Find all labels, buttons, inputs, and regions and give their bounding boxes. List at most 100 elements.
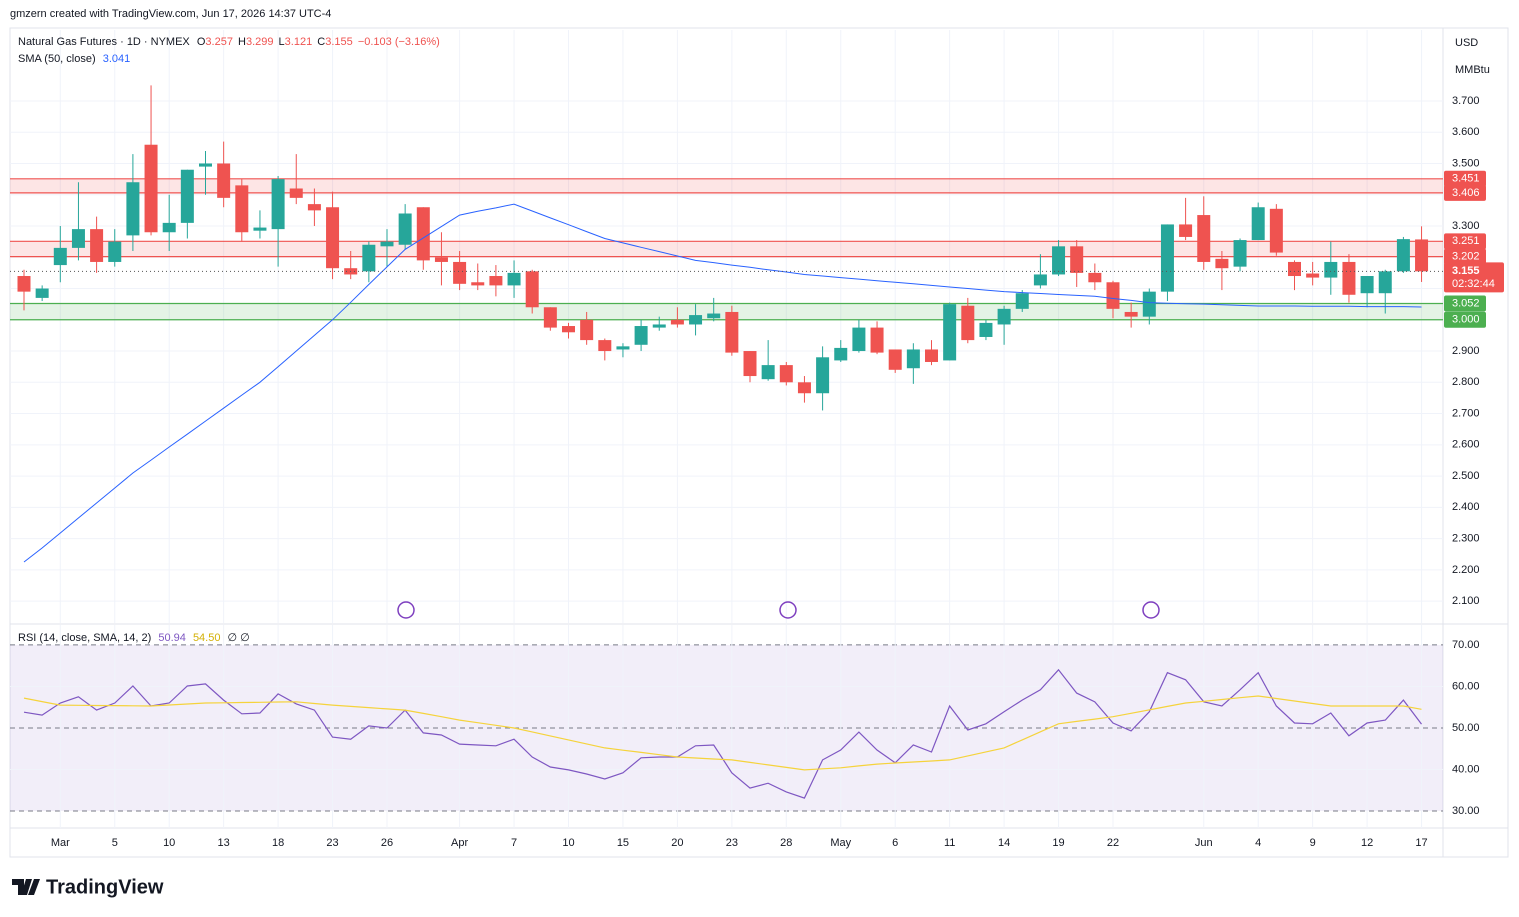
- logo-icon: [12, 879, 40, 895]
- zone-label: 3.406: [1452, 187, 1480, 199]
- sma-value: 3.041: [103, 53, 131, 65]
- candle-body: [434, 257, 448, 262]
- candle-body: [543, 307, 557, 328]
- candle-body: [307, 204, 321, 211]
- candle-body: [961, 305, 975, 341]
- candle-body: [1415, 239, 1429, 272]
- candle-body: [1052, 246, 1066, 275]
- candle-body: [1378, 271, 1392, 294]
- candle-body: [852, 327, 866, 352]
- legend-h: H: [238, 36, 246, 48]
- plot-layer: 2.100 2.200 2.300 2.400 2.500 2.600 2.700 2.800…: [10, 30, 1504, 849]
- legend-close: 3.155: [325, 36, 353, 48]
- y-tick-label: 30.00: [1452, 805, 1480, 817]
- y-tick-label: 40.00: [1452, 763, 1480, 775]
- candle-body: [1179, 224, 1193, 237]
- candle-body: [1106, 282, 1120, 309]
- candle-body: [398, 213, 412, 245]
- candle-body: [1197, 215, 1211, 262]
- x-tick-label: 18: [272, 837, 284, 849]
- candle-body: [271, 179, 285, 230]
- y-tick-label: 3.600: [1452, 126, 1480, 138]
- y-tick-label: 50.00: [1452, 722, 1480, 734]
- candle-body: [761, 365, 775, 380]
- zone-label-bg: [1444, 184, 1486, 201]
- candle-body: [71, 229, 85, 248]
- candle-body: [489, 276, 503, 286]
- candle-body: [17, 276, 31, 292]
- x-tick-label: 20: [671, 837, 683, 849]
- y-tick-label: 2.100: [1452, 595, 1480, 607]
- price-label-bg: [1444, 262, 1504, 293]
- zone-label-bg: [1444, 233, 1486, 250]
- candle-body: [888, 349, 902, 370]
- candle-body: [217, 163, 231, 198]
- x-tick-label: 10: [163, 837, 175, 849]
- price-legend: Natural Gas Futures · 1D · NYMEX O3.257 …: [18, 36, 440, 48]
- candle-body: [35, 288, 49, 298]
- candle-body: [1288, 261, 1301, 277]
- sma-line: [23, 203, 1422, 563]
- candle-body: [144, 144, 158, 233]
- candle-body: [997, 308, 1011, 325]
- candle-body: [743, 351, 757, 377]
- candle-body: [90, 229, 104, 262]
- x-tick-label: 11: [944, 837, 955, 849]
- x-tick-label: 26: [381, 837, 393, 849]
- rsi-line: [23, 695, 1422, 771]
- legend-high: 3.299: [246, 36, 274, 48]
- candle-body: [870, 327, 884, 353]
- logo-text: TradingView: [46, 876, 164, 898]
- event-marker: [397, 601, 415, 619]
- x-tick-label: 23: [726, 837, 738, 849]
- candle-body: [380, 241, 394, 247]
- x-tick-label: 7: [511, 837, 517, 849]
- candle-body: [162, 222, 176, 233]
- candle-body: [906, 349, 920, 369]
- x-tick-label: 23: [326, 837, 338, 849]
- zone-label: 3.451: [1452, 173, 1480, 185]
- x-tick-label: Mar: [51, 837, 70, 849]
- candle-body: [525, 271, 539, 308]
- event-marker: [779, 601, 797, 619]
- x-tick-label: 9: [1310, 837, 1316, 849]
- event-markers: [397, 601, 1160, 619]
- x-tick-label: Jun: [1195, 837, 1213, 849]
- countdown: 02:32:44: [1452, 278, 1495, 290]
- candle-body: [1396, 239, 1410, 272]
- candle-body: [289, 188, 303, 198]
- candle-body: [616, 346, 630, 350]
- rsi-title: RSI (14, close, SMA, 14, 2): [18, 632, 151, 644]
- candle-body: [53, 247, 67, 266]
- candle-body: [1269, 208, 1283, 253]
- candle-body: [1088, 272, 1102, 283]
- x-tick-label: 6: [892, 837, 898, 849]
- candle-body: [1015, 293, 1029, 309]
- x-tick-label: 22: [1107, 837, 1119, 849]
- candle-body: [1342, 261, 1356, 295]
- rsi-sma-value: 54.50: [193, 632, 221, 644]
- x-tick-label: May: [830, 837, 851, 849]
- candle-body: [779, 365, 793, 383]
- candle-body: [1215, 258, 1229, 269]
- candle-body: [725, 311, 739, 353]
- legend-change: −0.103 (−3.16%): [358, 36, 440, 48]
- y-tick-label: 2.700: [1452, 407, 1480, 419]
- y-tick-label: 3.300: [1452, 220, 1480, 232]
- candle-body: [816, 357, 830, 394]
- x-tick-label: 12: [1361, 837, 1373, 849]
- candle-body: [235, 185, 249, 233]
- candle-body: [979, 322, 993, 337]
- zone: [10, 241, 1443, 257]
- candle-body: [126, 182, 140, 236]
- candle-body: [1360, 276, 1374, 294]
- candle-body: [1124, 311, 1138, 317]
- zone-label: 3.000: [1452, 314, 1480, 326]
- candle-body: [925, 349, 938, 362]
- x-tick-label: 28: [780, 837, 792, 849]
- y-tick-label: 2.900: [1452, 345, 1480, 357]
- candle-body: [416, 207, 430, 261]
- candle-body: [180, 169, 194, 223]
- candle-body: [1160, 224, 1174, 292]
